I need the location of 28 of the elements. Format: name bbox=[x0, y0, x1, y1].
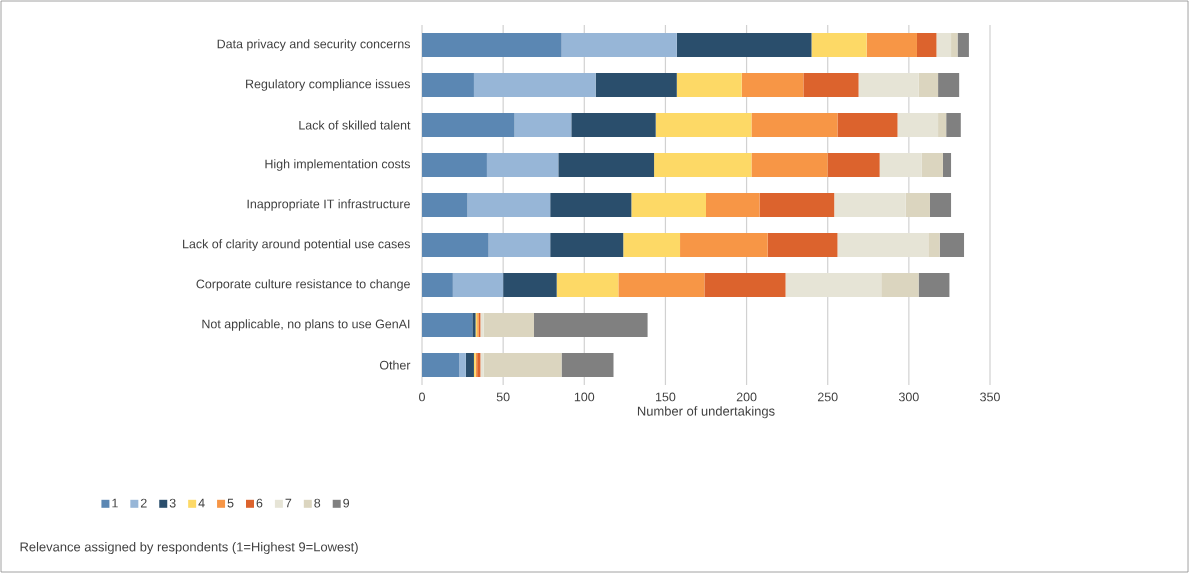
x-tick-label: 250 bbox=[817, 392, 838, 402]
x-tick-label: 350 bbox=[980, 392, 1000, 402]
x-tick-label: 100 bbox=[574, 392, 595, 402]
x-axis-title: Number of undertakings bbox=[637, 406, 775, 419]
legend-label: 6 bbox=[256, 498, 263, 508]
legend-label: 2 bbox=[140, 498, 147, 508]
x-tick-label: 50 bbox=[496, 392, 510, 402]
y-tick-label: Lack of skilled talent bbox=[299, 120, 411, 130]
legend-label: 9 bbox=[343, 498, 350, 508]
y-tick-label: Corporate culture resistance to change bbox=[196, 279, 410, 291]
y-tick-label: Data privacy and security concerns bbox=[217, 39, 410, 51]
y-tick-label: Inappropriate IT infrastructure bbox=[247, 199, 410, 211]
legend-label: 7 bbox=[285, 498, 292, 508]
x-tick-label: 300 bbox=[898, 392, 919, 402]
y-tick-label: High implementation costs bbox=[265, 159, 410, 171]
x-tick-label: 200 bbox=[736, 392, 757, 402]
x-tick-label: 150 bbox=[656, 392, 676, 402]
legend-label: 3 bbox=[169, 498, 176, 508]
legend-label: 1 bbox=[112, 498, 118, 508]
legend-label: 4 bbox=[198, 498, 205, 508]
legend-title: Relevance assigned by respondents (1=Highest 9=Lowest) bbox=[20, 541, 358, 555]
y-tick-label: Not applicable, no plans to use GenAI bbox=[202, 319, 410, 331]
legend-label: 5 bbox=[227, 498, 234, 508]
y-tick-label: Other bbox=[379, 360, 411, 370]
x-tick-label: 0 bbox=[419, 392, 425, 402]
y-tick-label: Regulatory compliance issues bbox=[246, 79, 410, 91]
y-tick-label: Lack of clarity around potential use cases bbox=[183, 239, 410, 251]
legend-label: 8 bbox=[314, 498, 321, 508]
